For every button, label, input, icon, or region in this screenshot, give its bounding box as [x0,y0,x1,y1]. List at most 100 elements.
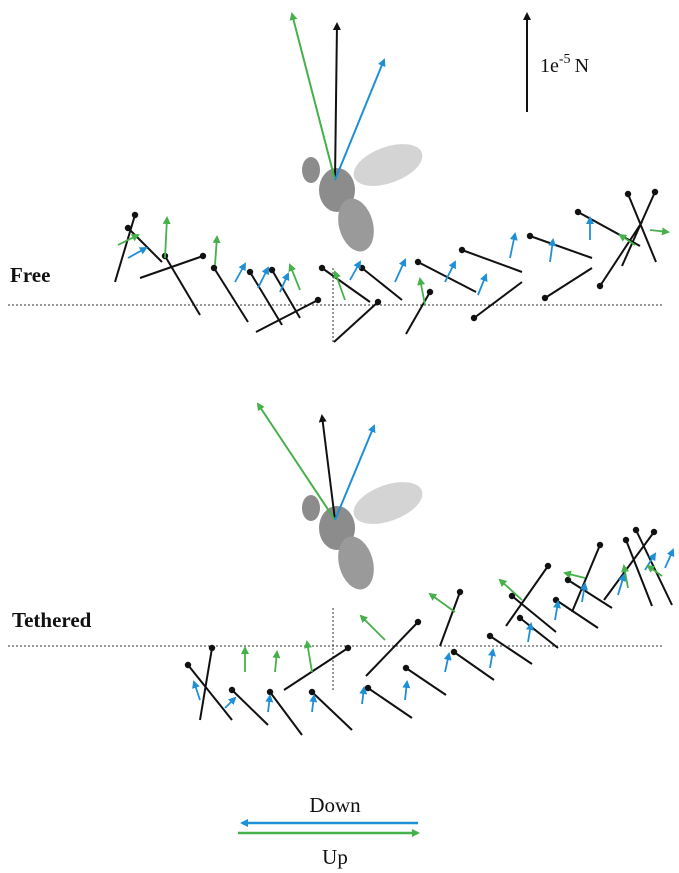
wing-section [490,636,532,664]
wing-section [406,668,446,695]
leading-edge [415,259,421,265]
leading-edge [459,247,465,253]
wing-section [214,268,248,322]
section-force [395,260,405,282]
figure: 1e-5N Free Tethered Down Up [0,0,679,873]
wing-section [128,228,162,262]
wing-section [406,292,430,334]
section-force [478,275,486,295]
wing-section [530,236,592,258]
leading-edge [625,191,631,197]
section-force [362,688,364,704]
leading-edge [633,527,639,533]
wing-section [115,215,135,282]
scale-mantissa: 1e [540,55,559,77]
wing-section [545,268,592,298]
section-force [665,550,673,568]
leading-edge [211,265,217,271]
leading-edge [527,233,533,239]
wing-section [362,268,402,300]
section-force [258,268,268,288]
panel-label: Tethered [12,608,92,632]
section-force [420,279,425,305]
leading-edge [319,265,325,271]
leading-edge [542,295,548,301]
leading-edge [229,687,235,693]
leading-edge [247,269,253,275]
leading-edge [132,212,138,218]
section-force [445,654,449,672]
legend-label: Up [322,845,348,869]
section-force [128,248,146,258]
section-force [510,234,515,258]
section-force [650,230,668,232]
leading-edge [267,689,273,695]
tethered-panel: Tethered [8,404,673,735]
fly [302,474,428,594]
wing-section [622,192,655,266]
legend-label: Down [309,793,361,817]
wing-section [440,592,460,646]
leading-edge [209,645,215,651]
section-force [490,650,493,668]
force-total [335,24,337,180]
leading-edge [565,577,571,583]
leading-edge [517,615,523,621]
section-force [312,696,314,712]
leading-edge [471,315,477,321]
force-up [292,14,335,180]
leading-edge [365,685,371,691]
section-force [235,264,245,282]
leading-edge [451,649,457,655]
section-force [225,698,235,708]
leading-edge [185,662,191,668]
leading-edge [623,537,629,543]
leading-edge [375,299,381,305]
leading-edge [597,542,603,548]
scale-unit: N [575,55,589,77]
leading-edge [457,589,463,595]
section-force [194,682,200,700]
leading-edge [359,265,365,271]
fly [302,136,428,256]
section-force [335,272,345,300]
wing-section [165,256,200,315]
wing-section [600,222,642,286]
wing-section [628,194,656,262]
section-force [350,262,360,280]
wing-section [512,596,556,632]
wing-section [462,250,522,272]
wing-section [556,600,598,628]
wing-section [454,652,494,680]
wing-section [270,692,302,735]
leading-edge [427,289,433,295]
leading-edge [345,645,351,651]
section-force [405,682,407,700]
section-force [430,594,455,612]
wing-section [366,622,418,676]
section-force [555,602,558,620]
wing-section [322,268,370,302]
wing-section [140,256,203,278]
section-force [290,265,300,290]
wing-section [572,545,600,612]
leading-edge [575,209,581,215]
leading-edge [315,297,321,303]
leading-edge [125,225,131,231]
wing-section [232,690,268,725]
leading-edge [651,529,657,535]
leading-edge [200,253,206,259]
section-force [215,237,217,265]
wing-section [334,302,378,342]
legend: Down Up [238,793,418,869]
wing-section [200,648,212,720]
leading-edge [597,283,603,289]
leading-edge [487,633,493,639]
wing-section [626,540,652,606]
leading-edge [309,689,315,695]
section-force [165,218,167,258]
wing-section [520,618,558,648]
leading-edge [403,665,409,671]
wing-section [284,648,348,690]
